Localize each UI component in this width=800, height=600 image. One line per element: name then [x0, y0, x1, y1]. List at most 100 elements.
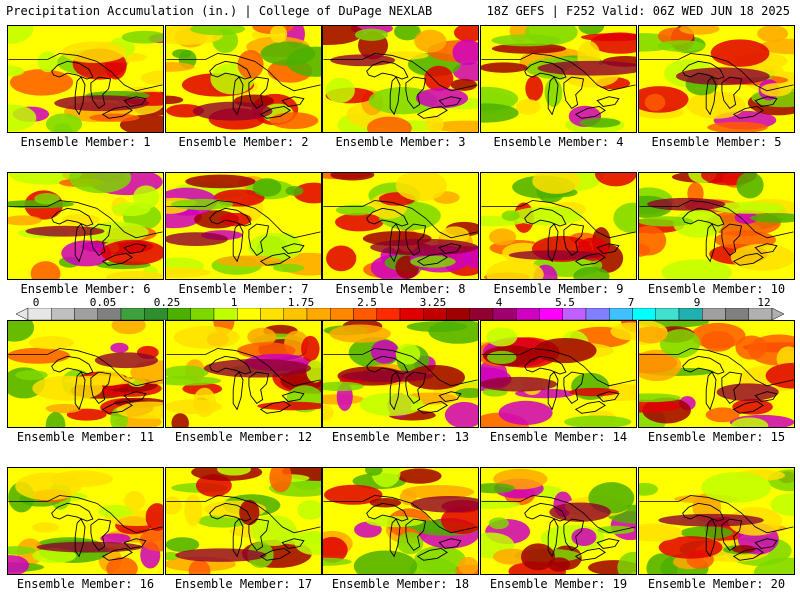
colorbar-swatch — [51, 308, 75, 320]
precip-blob — [406, 321, 468, 333]
precip-blob — [61, 240, 112, 267]
precip-blob — [757, 26, 789, 43]
border-line — [8, 200, 163, 239]
precip-blob — [323, 404, 334, 421]
precip-blob — [439, 226, 470, 245]
border-line — [639, 348, 794, 387]
border-line — [8, 53, 163, 92]
precip-field — [639, 26, 794, 132]
member-map-3 — [322, 25, 479, 133]
colorbar-tick-label: 7 — [627, 296, 635, 309]
precip-blob — [639, 349, 682, 382]
precip-field — [481, 321, 636, 427]
precip-blob — [492, 548, 531, 565]
precip-blob — [487, 350, 517, 364]
border-line — [166, 53, 321, 92]
precip-blob — [532, 173, 581, 194]
member-label: Ensemble Member: 19 — [489, 577, 628, 591]
member-label: Ensemble Member: 8 — [335, 282, 466, 296]
precip-blob — [8, 26, 34, 44]
precip-blob — [707, 121, 768, 132]
precip-blob — [110, 342, 129, 353]
member-map-17 — [165, 467, 322, 575]
heavy-precip-band — [341, 370, 434, 383]
heavy-precip-band — [54, 95, 149, 112]
member-label: Ensemble Member: 20 — [647, 577, 786, 591]
heavy-precip-band — [36, 541, 143, 553]
precip-blob — [639, 225, 667, 256]
colorbar-tick-label: 12 — [757, 296, 771, 309]
member-map-20 — [638, 467, 795, 575]
border-line — [639, 200, 794, 239]
precip-blob — [673, 209, 723, 238]
colorbar-swatch — [283, 308, 308, 320]
heavy-precip-band — [94, 352, 159, 369]
precip-blob — [323, 557, 352, 566]
great-lakes-outline — [51, 355, 147, 414]
precip-field — [323, 468, 478, 574]
colorbar-swatch — [97, 308, 122, 320]
precip-blob — [285, 185, 304, 196]
border-line — [323, 200, 478, 239]
precip-blob — [644, 93, 666, 111]
member-label: Ensemble Member: 10 — [647, 282, 786, 296]
colorbar-swatch — [144, 308, 168, 320]
precip-blob — [269, 112, 319, 129]
colorbar-swatch — [516, 308, 540, 320]
precip-blob — [590, 32, 636, 54]
precip-blob — [220, 212, 252, 227]
precip-blob — [481, 62, 528, 73]
heavy-precip-band — [508, 250, 602, 261]
precip-blob — [92, 371, 125, 386]
precip-blob — [639, 216, 693, 227]
colorbar-swatch — [655, 308, 680, 320]
precip-blob — [705, 407, 740, 423]
precip-blob — [486, 327, 518, 347]
great-lakes-outline — [51, 502, 147, 561]
precip-blob — [32, 548, 77, 564]
precip-blob — [395, 343, 421, 365]
precip-blob — [760, 83, 792, 97]
precip-blob — [185, 174, 256, 189]
colorbar-swatch — [306, 308, 331, 320]
colorbar-swatch — [492, 308, 517, 320]
precip-blob — [217, 468, 251, 476]
precip-blob — [172, 49, 192, 59]
precip-blob — [491, 34, 562, 47]
colorbar-swatch — [330, 308, 354, 320]
precip-blob — [123, 491, 145, 511]
heavy-precip-band — [410, 495, 478, 513]
colorbar-tick-label: 0.05 — [89, 296, 117, 309]
precip-blob — [686, 91, 746, 119]
great-lakes-outline — [682, 502, 778, 561]
colorbar-min-arrow — [16, 308, 29, 320]
member-label: Ensemble Member: 2 — [178, 135, 309, 149]
precip-blob — [216, 255, 282, 267]
precip-blob — [8, 546, 36, 555]
colorbar-swatch — [562, 308, 587, 320]
precip-blob — [53, 122, 72, 132]
precip-blob — [34, 193, 60, 205]
member-label: Ensemble Member: 11 — [16, 430, 155, 444]
colorbar-swatch — [376, 308, 401, 320]
member-label: Ensemble Member: 15 — [647, 430, 786, 444]
colorbar-swatch — [74, 308, 98, 320]
precip-blob — [488, 517, 509, 530]
precip-blob — [239, 499, 260, 526]
precip-blob — [61, 41, 127, 63]
precip-blob — [414, 29, 447, 53]
precip-blob — [659, 329, 701, 359]
great-lakes-outline — [524, 60, 620, 119]
precip-blob — [45, 411, 66, 427]
precip-blob — [736, 173, 764, 199]
precip-blob — [188, 559, 211, 574]
member-map-5 — [638, 25, 795, 133]
member-label: Ensemble Member: 17 — [174, 577, 313, 591]
precip-blob — [731, 545, 756, 554]
colorbar-swatch — [469, 308, 494, 320]
precip-blob — [98, 504, 134, 518]
colorbar-tick-label: 1.75 — [287, 296, 315, 309]
colorbar-swatch — [237, 308, 261, 320]
colorbar-swatch — [190, 308, 215, 320]
heavy-precip-band — [25, 225, 105, 237]
